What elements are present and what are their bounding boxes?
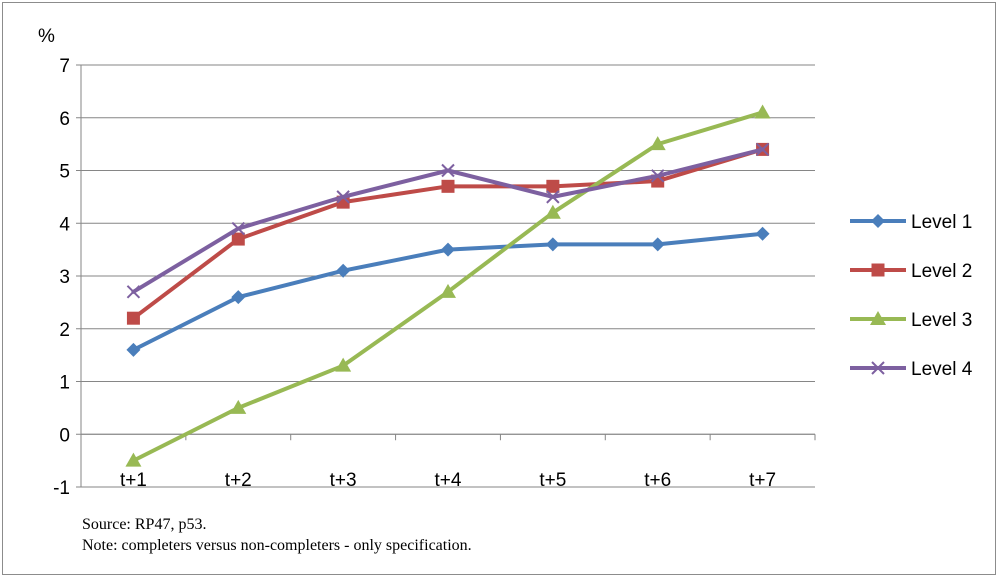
x-marker: [871, 361, 885, 375]
triangle-marker: [335, 357, 352, 372]
legend: Level 1 Level 2 Level 3 Level 4: [850, 212, 973, 380]
triangle-marker: [649, 136, 666, 151]
diamond-marker: [545, 237, 560, 252]
y-axis-unit-label: %: [38, 26, 55, 47]
triangle-marker: [544, 204, 561, 219]
y-tick-label: 0: [59, 425, 70, 446]
axes: -1 0 1 2 3 4 5 6 7 t+1 t+2 t+3 t+4 t+5 t+6 t+7: [53, 56, 816, 499]
legend-label: Level 1: [911, 212, 972, 233]
x-marker: [651, 169, 665, 183]
y-tick-label: 7: [59, 56, 70, 77]
legend-label: Level 2: [911, 261, 972, 282]
x-marker: [126, 285, 141, 299]
y-tick-label: 6: [59, 109, 70, 130]
y-tick-label: 4: [59, 214, 70, 235]
square-marker: [546, 179, 560, 193]
diamond-marker: [126, 342, 141, 357]
diamond-marker: [650, 237, 665, 252]
x-marker: [231, 221, 245, 236]
x-tick-label: t+4: [435, 470, 462, 491]
legend-label: Level 4: [911, 359, 973, 380]
chart-notes: Source: RP47, p53. Note: completers vers…: [82, 514, 472, 556]
diamond-marker: [231, 290, 246, 305]
x-marker: [755, 142, 770, 157]
x-tick-label: t+2: [225, 470, 252, 491]
triangle-marker: [230, 399, 247, 414]
square-marker: [871, 263, 885, 277]
x-marker: [336, 190, 350, 204]
triangle-marker: [754, 104, 771, 119]
legend-entry: Level 1: [850, 212, 972, 233]
x-tick-label: t+3: [330, 470, 357, 491]
x-marker: [546, 190, 560, 204]
legend-label: Level 3: [911, 310, 972, 331]
series-layer: [125, 104, 771, 467]
y-tick-label: 1: [59, 373, 70, 394]
square-marker: [441, 179, 455, 193]
legend-entry: Level 4: [850, 359, 973, 380]
triangle-marker: [440, 283, 456, 298]
specification-note: Note: completers versus non-completers -…: [82, 537, 472, 554]
diamond-marker: [441, 242, 455, 257]
x-tick-label: t+6: [644, 470, 671, 491]
triangle-marker: [125, 452, 142, 467]
diamond-marker: [871, 214, 885, 228]
series-level-1: [126, 226, 770, 357]
series-level-3: [125, 104, 771, 467]
triangle-marker: [870, 311, 886, 325]
x-tick-label: t+1: [120, 470, 147, 491]
x-tick-label: t+5: [539, 470, 566, 491]
y-tick-label: 3: [59, 267, 70, 288]
diamond-marker: [336, 263, 351, 278]
y-tick-label: 5: [59, 162, 70, 183]
y-tick-label: -1: [53, 478, 70, 499]
square-marker: [126, 311, 140, 325]
y-tick-label: 2: [59, 320, 70, 341]
legend-entry: Level 2: [850, 261, 972, 282]
x-marker: [441, 163, 455, 178]
legend-entry: Level 3: [850, 310, 972, 331]
square-marker: [231, 232, 245, 246]
x-tick-label: t+7: [749, 470, 776, 491]
series-level-4: [126, 142, 770, 299]
diamond-marker: [755, 226, 770, 241]
source-note: Source: RP47, p53.: [82, 516, 207, 533]
